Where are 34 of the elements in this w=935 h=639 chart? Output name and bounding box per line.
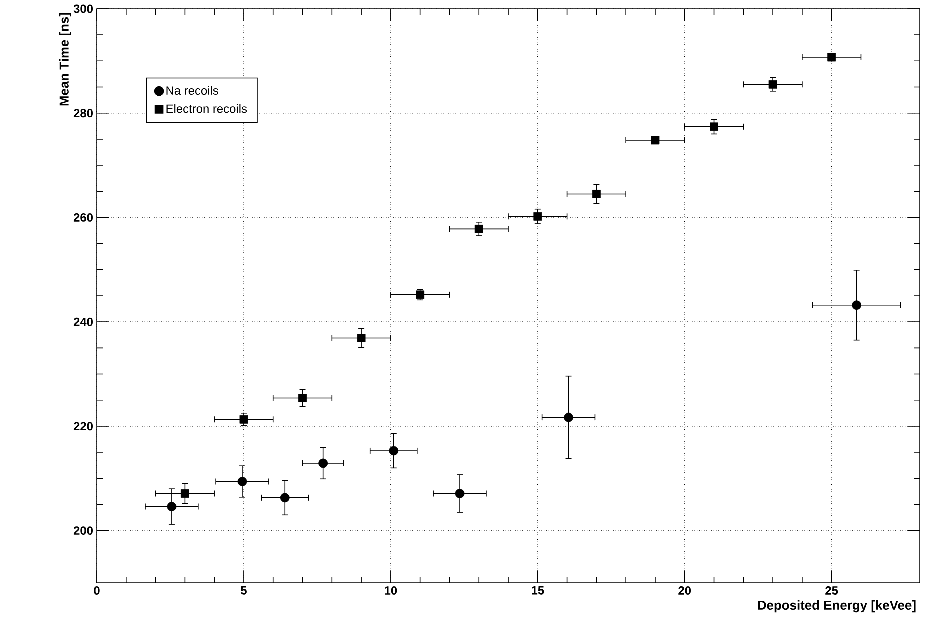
x-tick-label: 20	[678, 586, 692, 595]
x-tick-label: 0	[94, 586, 100, 595]
point	[455, 489, 465, 498]
point	[852, 300, 862, 310]
point	[768, 80, 778, 89]
point	[238, 477, 248, 486]
point	[389, 446, 399, 456]
point	[710, 122, 718, 132]
point	[592, 190, 601, 198]
point	[357, 334, 366, 342]
point	[318, 458, 328, 468]
point	[828, 53, 836, 62]
point	[298, 394, 307, 402]
y-tick-label: 200	[74, 526, 93, 536]
y-tick-label: 220	[74, 422, 93, 431]
x-tick-label: 25	[826, 586, 838, 595]
point	[180, 490, 190, 498]
point	[534, 212, 542, 221]
y-axis-title: Mean Time [ns]	[59, 13, 72, 106]
point	[280, 493, 290, 503]
x-tick-label: 5	[241, 586, 247, 595]
x-tick-label: 10	[385, 586, 398, 595]
y-tick-label: 260	[74, 213, 93, 222]
x-tick-label: 15	[532, 586, 544, 595]
x-axis-title: Deposited Energy [keVee]	[758, 600, 916, 613]
y-tick-label: 300	[74, 4, 93, 14]
y-tick-label: 280	[74, 109, 93, 118]
point	[564, 412, 574, 422]
point	[474, 224, 484, 234]
y-tick-label: 240	[74, 318, 93, 326]
legend-label: Na recoils	[166, 86, 218, 96]
point	[167, 502, 177, 512]
point	[651, 136, 660, 145]
legend-label: Electron recoils	[166, 104, 248, 114]
